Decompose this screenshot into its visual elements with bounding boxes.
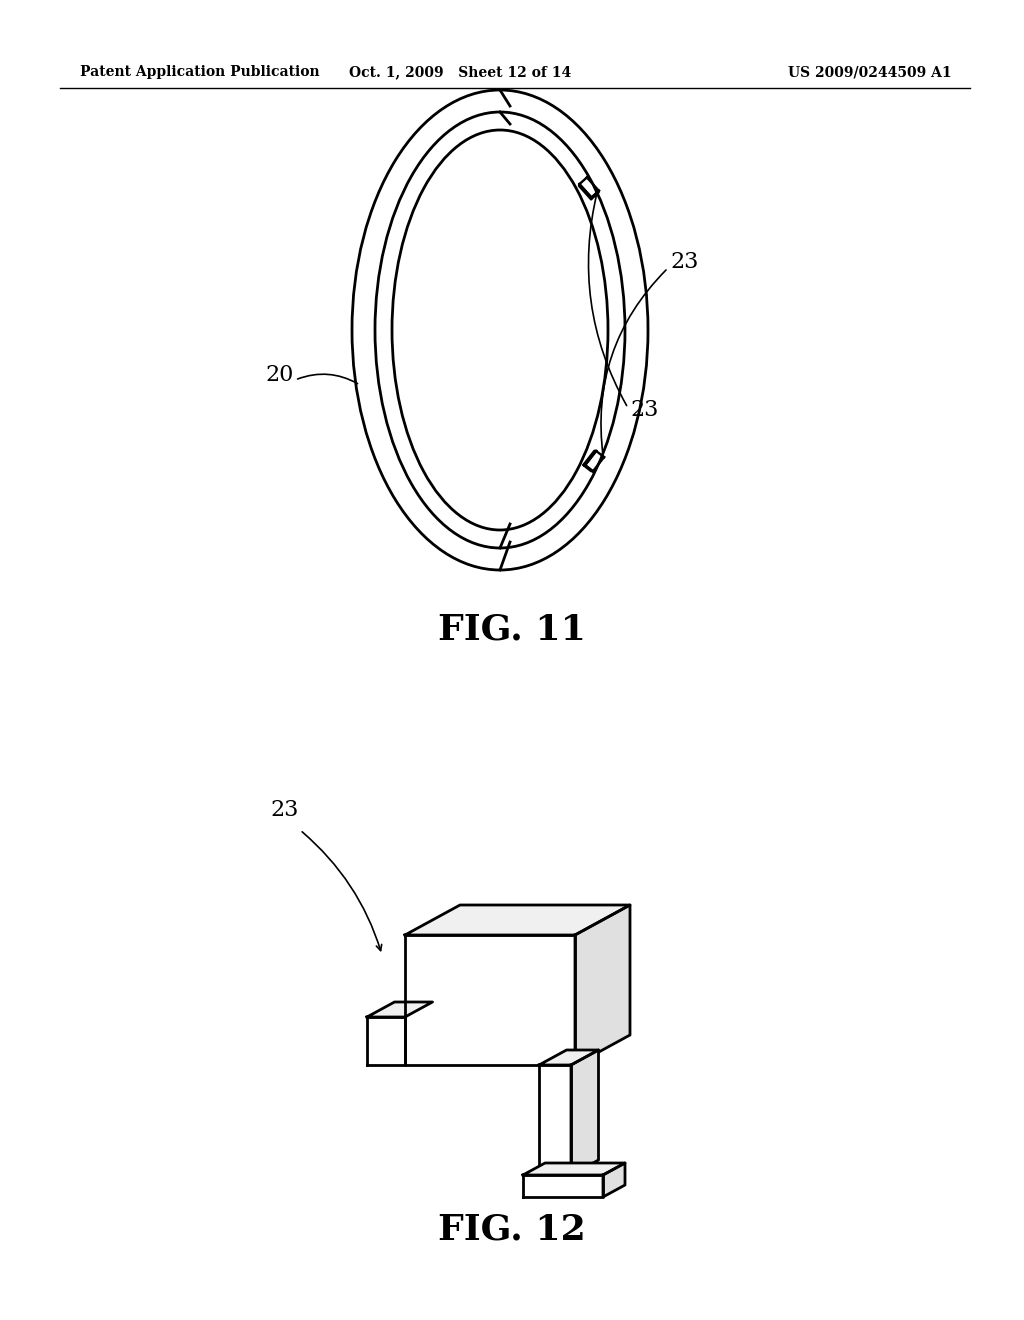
Polygon shape — [539, 1065, 571, 1175]
Polygon shape — [523, 1163, 625, 1175]
Text: 20: 20 — [266, 364, 294, 385]
Text: 23: 23 — [270, 799, 299, 821]
Text: Oct. 1, 2009   Sheet 12 of 14: Oct. 1, 2009 Sheet 12 of 14 — [349, 65, 571, 79]
Polygon shape — [539, 1049, 598, 1065]
Text: Patent Application Publication: Patent Application Publication — [80, 65, 319, 79]
Text: 23: 23 — [630, 399, 658, 421]
Text: FIG. 11: FIG. 11 — [438, 612, 586, 647]
Polygon shape — [367, 1002, 432, 1016]
Polygon shape — [406, 906, 630, 935]
Text: 23: 23 — [670, 251, 698, 273]
Polygon shape — [571, 1049, 598, 1175]
Text: US 2009/0244509 A1: US 2009/0244509 A1 — [788, 65, 952, 79]
Polygon shape — [523, 1175, 603, 1197]
Text: FIG. 12: FIG. 12 — [438, 1213, 586, 1247]
Polygon shape — [575, 906, 630, 1065]
Polygon shape — [367, 1016, 406, 1065]
Polygon shape — [406, 935, 575, 1065]
Polygon shape — [603, 1163, 625, 1197]
